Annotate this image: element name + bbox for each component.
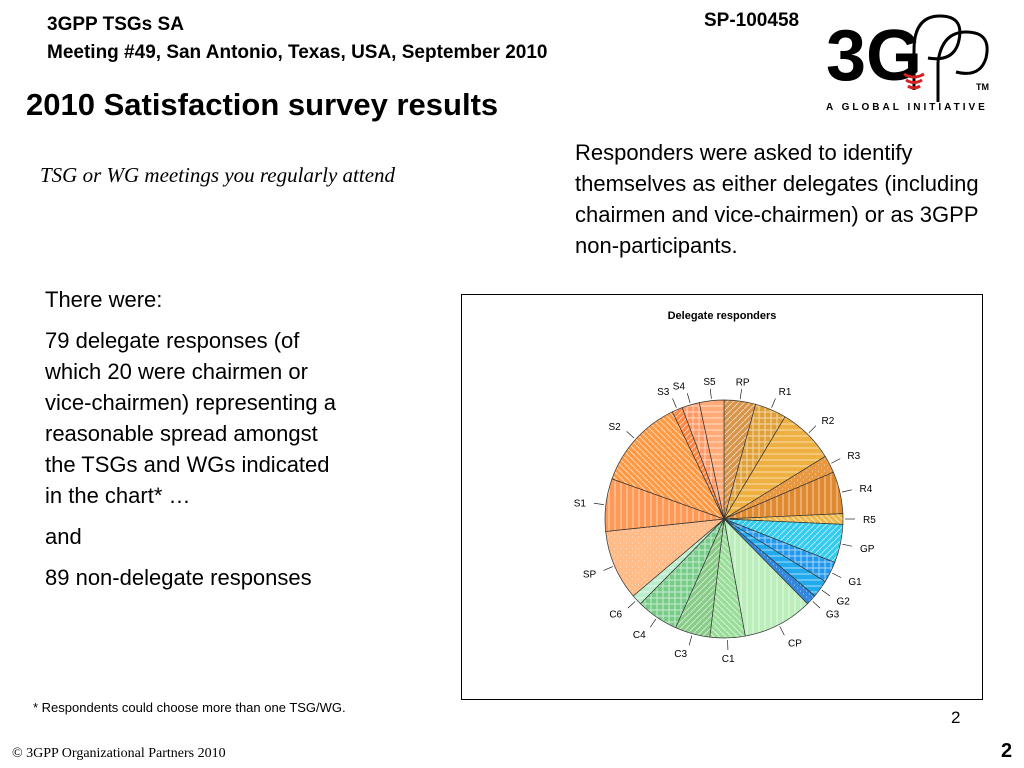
slice-label: R4 bbox=[860, 484, 873, 495]
slice-label: C1 bbox=[722, 654, 735, 665]
slice-label: GP bbox=[860, 544, 875, 555]
slice-label: S5 bbox=[703, 377, 716, 388]
slice-label: C6 bbox=[609, 610, 622, 621]
copyright: © 3GPP Organizational Partners 2010 bbox=[12, 746, 226, 761]
leader-line bbox=[821, 589, 831, 597]
leader-line bbox=[808, 425, 817, 434]
leader-line bbox=[593, 503, 604, 505]
slice-label: SP bbox=[583, 570, 597, 581]
leader-line bbox=[779, 626, 785, 636]
leader-line bbox=[686, 393, 691, 403]
page-number-small: 2 bbox=[951, 708, 961, 727]
leader-line bbox=[841, 489, 852, 493]
meeting-org-title: 3GPP TSGs SA bbox=[47, 14, 184, 35]
leader-line bbox=[627, 601, 636, 609]
slice-label: S1 bbox=[574, 498, 587, 509]
pie-slice-s5 bbox=[698, 399, 725, 520]
pie-chart-panel: Delegate responders RP R1 R2 R3 R4 R5 GP G1 G2 G3… bbox=[461, 294, 983, 700]
body-paragraph: There were: bbox=[45, 287, 163, 312]
leader-line bbox=[649, 618, 657, 628]
body-paragraph: and bbox=[45, 524, 82, 549]
slide-title: 2010 Satisfaction survey results bbox=[26, 87, 499, 122]
slice-label: R2 bbox=[822, 416, 835, 427]
slice-label: RP bbox=[736, 377, 750, 388]
3gpp-logo: 3G TM A GLOBAL INITIATIVE bbox=[826, 10, 998, 116]
leader-line bbox=[831, 458, 841, 464]
pie-slice-s2 bbox=[611, 411, 725, 520]
body-paragraph: 79 delegate responses (of which 20 were … bbox=[45, 328, 337, 508]
slice-label: S4 bbox=[673, 382, 686, 393]
slice-label: C4 bbox=[633, 630, 646, 641]
slice-label: S2 bbox=[608, 422, 621, 433]
leader-line bbox=[739, 389, 742, 400]
chart-title: Delegate responders bbox=[668, 310, 777, 322]
leader-line bbox=[832, 572, 842, 578]
leader-line bbox=[771, 398, 776, 408]
slice-label: CP bbox=[788, 638, 802, 649]
page-number: 2 bbox=[1001, 740, 1013, 762]
leader-line bbox=[688, 635, 693, 646]
slice-label: G1 bbox=[848, 577, 862, 588]
svg-text:3G: 3G bbox=[826, 16, 922, 96]
leader-line bbox=[842, 543, 853, 547]
responders-description: Responders were asked to identify themse… bbox=[575, 140, 979, 258]
slice-label: C3 bbox=[674, 649, 687, 660]
body-text: There were: 79 delegate responses (of wh… bbox=[45, 284, 345, 603]
slice-label: G3 bbox=[826, 610, 840, 621]
leader-line bbox=[626, 431, 635, 439]
pie-chart: Delegate responders RP R1 R2 R3 R4 R5 GP G1 G2 G3… bbox=[574, 310, 876, 665]
leader-line bbox=[672, 398, 677, 408]
svg-text:TM: TM bbox=[976, 82, 989, 92]
footnote: * Respondents could choose more than one… bbox=[33, 700, 346, 715]
slice-label: S3 bbox=[657, 387, 670, 398]
3gpp-logo-graphic: 3G TM A GLOBAL INITIATIVE bbox=[826, 14, 989, 113]
leader-line bbox=[710, 388, 712, 399]
leader-line bbox=[603, 566, 613, 571]
body-paragraph: 89 non-delegate responses bbox=[45, 565, 312, 590]
document-number: SP-100458 bbox=[704, 10, 800, 31]
slice-label: R1 bbox=[779, 387, 792, 398]
meeting-details: Meeting #49, San Antonio, Texas, USA, Se… bbox=[47, 42, 548, 63]
slice-label: R3 bbox=[847, 451, 860, 462]
chart-subtitle: TSG or WG meetings you regularly attend bbox=[40, 163, 396, 187]
svg-text:A GLOBAL INITIATIVE: A GLOBAL INITIATIVE bbox=[826, 102, 988, 113]
slice-label: G2 bbox=[836, 597, 850, 608]
slice-label: R5 bbox=[863, 515, 876, 526]
leader-line bbox=[812, 601, 821, 609]
